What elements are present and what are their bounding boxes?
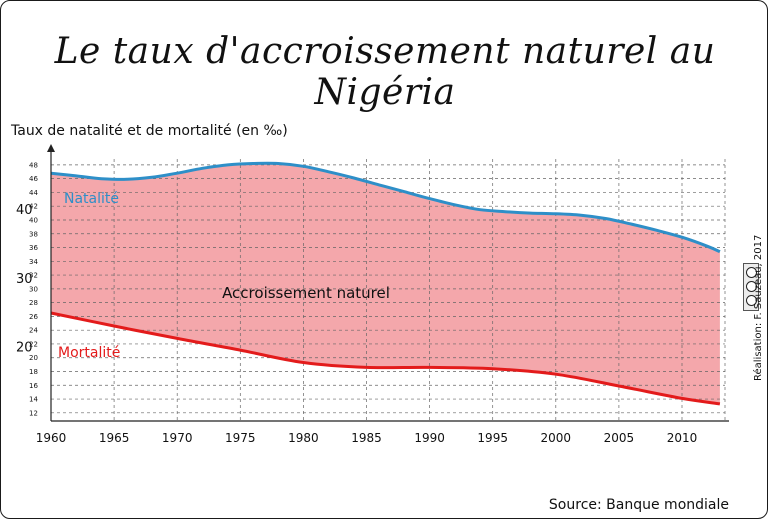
natural-increase-label: Accroissement naturel: [222, 284, 390, 302]
y-tick-label: 32: [29, 272, 38, 280]
credit-text: Réalisation: F. Sauzeau, 2017: [753, 234, 764, 381]
y-tick-label: 44: [29, 189, 38, 197]
x-tick-label: 1990: [414, 431, 445, 445]
y-tick-label: 14: [29, 396, 38, 404]
x-tick-label: 1965: [99, 431, 130, 445]
y-tick-label-large: 20: [16, 341, 33, 356]
x-tick-label: 2005: [604, 431, 635, 445]
y-tick-label: 16: [29, 382, 38, 390]
y-tick-label: 30: [29, 285, 38, 293]
series-mortalite-label: Mortalité: [58, 345, 120, 361]
y-axis-label: Taux de natalité et de mortalité (en ‰): [11, 123, 288, 139]
x-tick-label: 1980: [288, 431, 319, 445]
x-tick-label: 2000: [541, 431, 572, 445]
series-mortalite-line: [50, 311, 721, 406]
x-tick-label: 1985: [351, 431, 382, 445]
y-tick-label-large: 40: [16, 203, 33, 218]
source-text: Source: Banque mondiale: [548, 497, 729, 513]
y-tick-label: 46: [29, 175, 38, 183]
y-tick-label: 24: [29, 327, 38, 335]
y-tick-label: 48: [29, 161, 38, 169]
y-tick-label-large: 30: [16, 272, 33, 287]
y-tick-label: 28: [29, 299, 38, 307]
creative-commons-icon: [743, 263, 759, 311]
x-tick-label: 1995: [477, 431, 508, 445]
y-tick-label: 22: [29, 340, 38, 348]
y-tick-label: 20: [29, 354, 38, 362]
y-tick-label: 36: [29, 244, 38, 252]
y-tick-label: 12: [29, 409, 38, 417]
y-tick-label: 34: [29, 258, 38, 266]
natural-increase-area: [51, 163, 720, 404]
y-axis-arrow: [47, 144, 55, 152]
y-tick-label: 38: [29, 230, 38, 238]
x-tick-label: 1975: [225, 431, 256, 445]
y-tick-label: 40: [29, 216, 38, 224]
series-natalite-line: [50, 161, 721, 254]
x-tick-label: 1970: [162, 431, 193, 445]
chart-title: Le taux d'accroissement naturel au Nigér…: [54, 31, 716, 113]
x-tick-label: 2010: [667, 431, 698, 445]
y-tick-label: 18: [29, 368, 38, 376]
x-tick-label: 1960: [36, 431, 67, 445]
y-tick-label: 42: [29, 203, 38, 211]
series-natalite-label: Natalité: [64, 191, 119, 207]
y-tick-label: 26: [29, 313, 38, 321]
